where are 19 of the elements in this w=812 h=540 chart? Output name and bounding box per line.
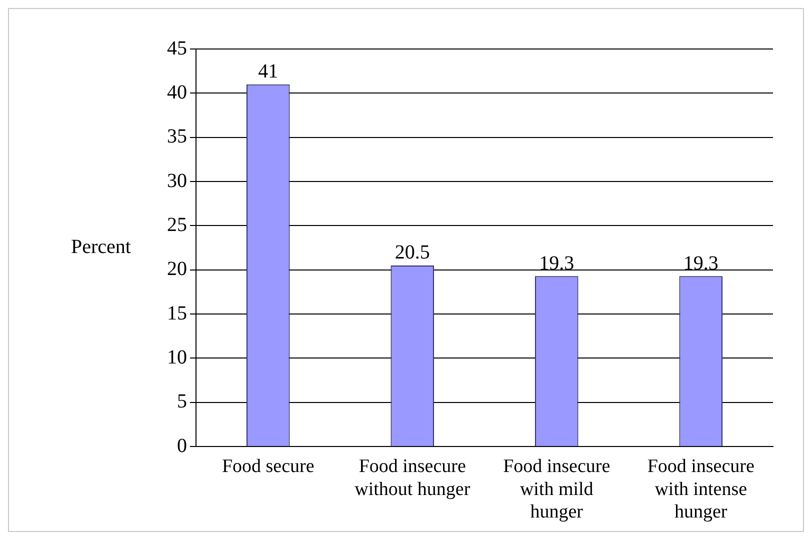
x-tick-label: Food insecure with intense hunger: [647, 456, 754, 523]
data-label: 41: [258, 60, 278, 83]
data-label: 19.3: [683, 252, 718, 274]
y-tick-label: 35: [167, 126, 187, 148]
y-tick-label: 15: [167, 302, 187, 324]
y-tick-label: 40: [167, 81, 187, 104]
y-tick-label: 20: [167, 258, 187, 280]
y-tick-label: 10: [167, 346, 187, 368]
x-tick-label: Food insecure with mild hunger: [503, 456, 610, 523]
data-label: 19.3: [539, 252, 574, 274]
y-tick-label: 25: [167, 214, 187, 236]
y-tick-label: 0: [177, 434, 187, 457]
data-label: 20.5: [394, 242, 430, 264]
x-tick-label: Food secure: [222, 456, 314, 477]
y-axis-title: Percent: [71, 236, 132, 258]
y-tick-label: 30: [167, 170, 187, 192]
x-tick-label: Food insecure without hunger: [354, 456, 471, 500]
y-tick-label: 5: [177, 390, 187, 413]
y-tick-label: 45: [167, 37, 187, 60]
